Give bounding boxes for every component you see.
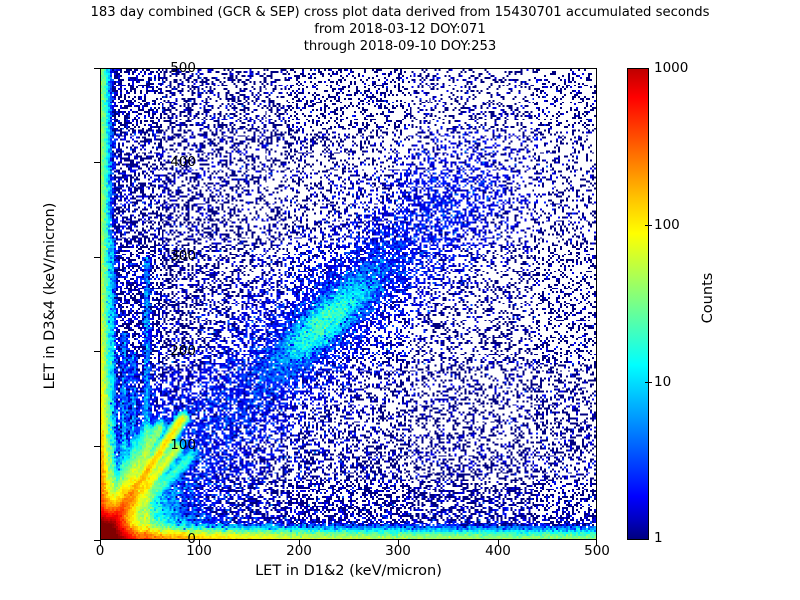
x-tick-label-0: 0 (95, 543, 105, 559)
y-tick-mark-200 (94, 351, 100, 353)
colorbar-axis-label: Counts (700, 272, 716, 324)
y-tick-mark-300 (94, 257, 100, 259)
x-tick-mark-100 (199, 540, 201, 546)
x-tick-mark-300 (398, 540, 400, 546)
x-tick-label-500: 500 (584, 543, 610, 559)
colorbar-tick-label-1000: 1000 (654, 60, 689, 76)
x-tick-label-300: 300 (385, 543, 411, 559)
y-tick-label-0: 0 (187, 531, 196, 547)
colorbar-gradient (627, 68, 649, 540)
x-tick-mark-500 (596, 540, 598, 546)
y-tick-mark-400 (94, 162, 100, 164)
title-line-2: from 2018-03-12 DOY:071 (314, 22, 486, 37)
colorbar-tick-label-1: 1 (654, 530, 663, 546)
y-tick-label-300: 300 (170, 248, 196, 264)
colorbar: 1000 100 10 1 (627, 61, 688, 545)
x-tick-mark-0 (100, 540, 102, 546)
y-tick-mark-0 (94, 540, 100, 542)
colorbar-tick-label-10: 10 (654, 374, 672, 390)
x-tick-mark-400 (498, 540, 500, 546)
colorbar-tick-mark-10 (645, 382, 652, 384)
colorbar-tick-mark-100 (645, 225, 652, 227)
y-tick-mark-500 (94, 68, 100, 70)
y-tick-label-200: 200 (170, 343, 196, 359)
y-tick-label-500: 500 (170, 60, 196, 76)
y-axis-label: LET in D3&4 (keV/micron) (42, 202, 58, 390)
title-line-3: through 2018-09-10 DOY:253 (303, 39, 497, 54)
x-axis-label: LET in D1&2 (keV/micron) (255, 563, 442, 579)
density-scatter-canvas (101, 69, 596, 539)
title-line-1: 183 day combined (GCR & SEP) cross plot … (90, 5, 710, 20)
chart-title: 183 day combined (GCR & SEP) cross plot … (0, 4, 800, 55)
x-tick-label-100: 100 (186, 543, 212, 559)
plot-area (100, 68, 597, 540)
x-tick-label-200: 200 (286, 543, 312, 559)
y-tick-mark-100 (94, 446, 100, 448)
x-tick-mark-200 (299, 540, 301, 546)
y-tick-label-400: 400 (170, 154, 196, 170)
x-tick-label-400: 400 (485, 543, 511, 559)
colorbar-tick-label-100: 100 (654, 217, 680, 233)
y-tick-label-100: 100 (170, 437, 196, 453)
